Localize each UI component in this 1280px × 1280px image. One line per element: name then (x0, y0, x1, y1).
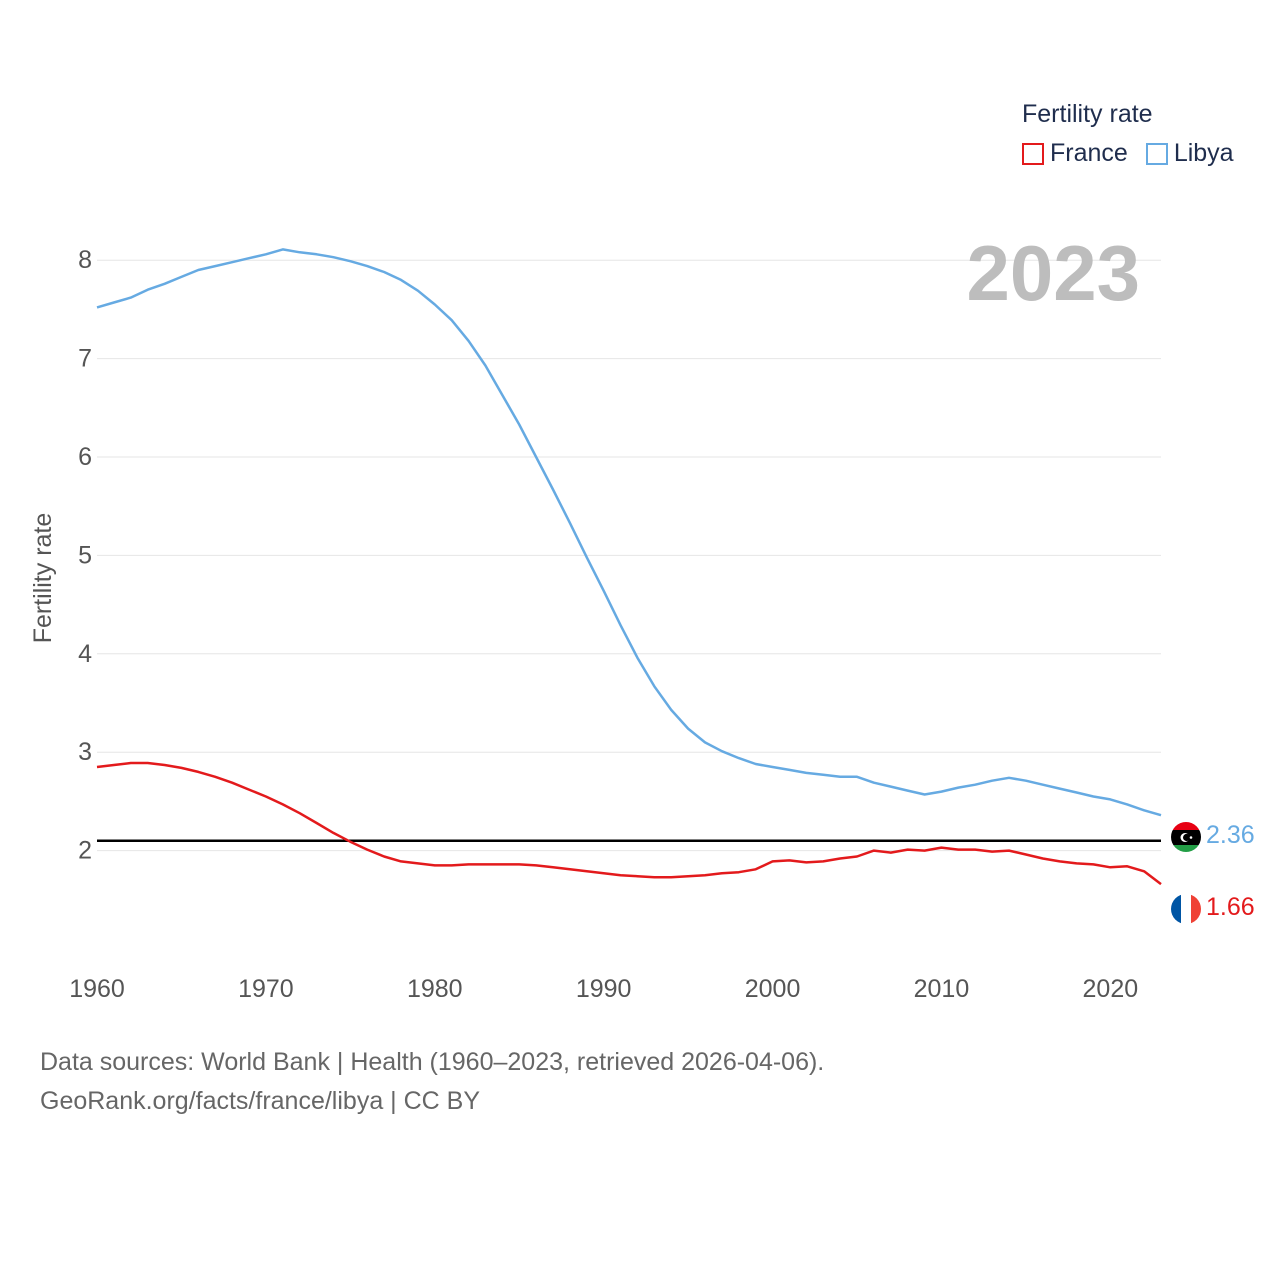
x-tick-label: 2020 (1083, 975, 1139, 1003)
legend-label-libya: Libya (1173, 139, 1234, 167)
y-axis-tick-labels: 2 3 4 5 6 7 8 (78, 246, 92, 864)
y-tick-label: 6 (78, 443, 92, 471)
legend-item-libya[interactable]: Libya (1145, 139, 1234, 168)
x-tick-label: 1970 (238, 975, 294, 1003)
legend: Fertility rate France Libya (1022, 100, 1234, 168)
y-tick-label: 4 (78, 640, 92, 668)
legend-item-france[interactable]: France (1022, 139, 1128, 168)
france-flag-icon (1171, 894, 1201, 924)
y-tick-label: 3 (78, 738, 92, 766)
data-sources: Data sources: World Bank | Health (1960–… (40, 1043, 824, 1121)
y-tick-label: 7 (78, 345, 92, 373)
y-tick-label: 5 (78, 541, 92, 569)
series-end-markers: 2.36 1.66 (1171, 821, 1255, 924)
x-tick-label: 1990 (576, 975, 632, 1003)
legend-title: Fertility rate (1022, 100, 1153, 128)
license-line: GeoRank.org/facts/france/libya | CC BY (40, 1087, 481, 1115)
x-tick-label: 1980 (407, 975, 463, 1003)
grid-lines (97, 259, 1161, 852)
y-tick-label: 2 (78, 837, 92, 865)
series-line-france (96, 761, 1162, 886)
france-end-value-label: 1.66 (1206, 893, 1255, 921)
data-sources-line: Data sources: World Bank | Health (1960–… (40, 1048, 825, 1076)
year-watermark: 2023 (966, 229, 1140, 317)
x-tick-label: 2010 (914, 975, 970, 1003)
y-tick-label: 8 (78, 246, 92, 274)
x-tick-label: 1960 (69, 975, 125, 1003)
y-axis-label: Fertility rate (29, 513, 57, 644)
data-series (96, 248, 1162, 886)
libya-flag-icon (1171, 822, 1201, 852)
legend-label-france: France (1050, 139, 1128, 167)
legend-swatch-libya (1145, 142, 1168, 165)
x-axis-tick-labels: 1960 1970 1980 1990 2000 2010 2020 (69, 975, 1138, 1003)
libya-end-value-label: 2.36 (1206, 821, 1255, 849)
series-line-libya (96, 248, 1162, 817)
legend-swatch-france (1022, 142, 1044, 165)
x-tick-label: 2000 (745, 975, 801, 1003)
